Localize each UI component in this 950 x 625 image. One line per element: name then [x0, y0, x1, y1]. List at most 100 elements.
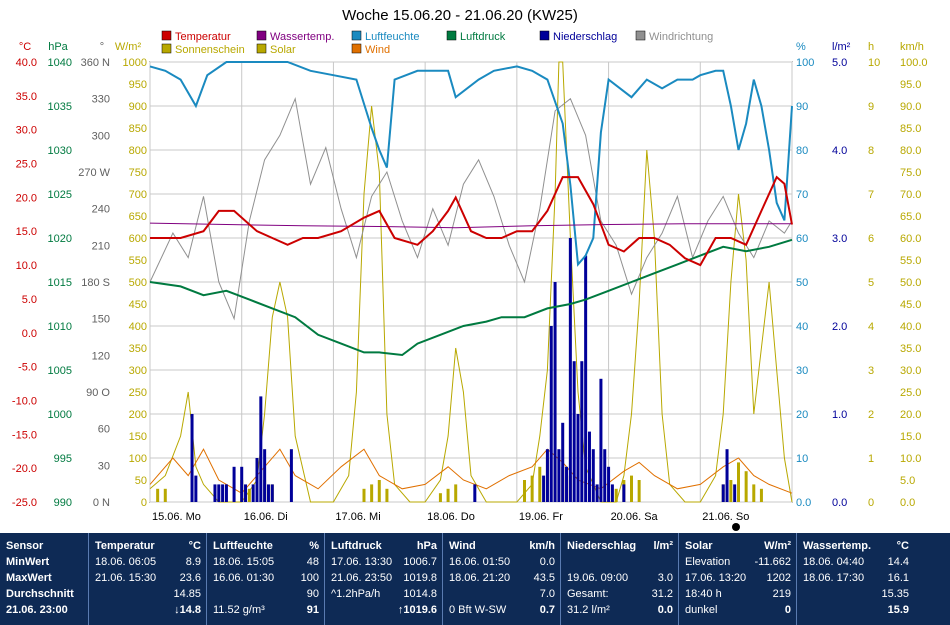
- axis-tick-direction: 300: [92, 130, 110, 142]
- axis-tick-solar: 650: [129, 211, 147, 223]
- bar-sonnenschein: [538, 466, 542, 502]
- panel-col-header: Wassertemp. °C: [797, 539, 915, 554]
- x-tick-label: 20.06. Sa: [611, 511, 659, 523]
- legend-swatch: [351, 43, 362, 54]
- axis-tick-wind: 40.0: [900, 321, 921, 333]
- axis-tick-solar: 0: [141, 497, 147, 509]
- axis-tick-sunshine: 5: [868, 277, 874, 289]
- panel-row-value: 0: [784, 604, 791, 616]
- bar-niederschlag: [266, 484, 270, 502]
- legend-label: Luftfeuchte: [365, 31, 419, 43]
- panel-row: 21.06. 23:50 1019.8: [325, 571, 443, 586]
- legend-label: Luftdruck: [460, 31, 506, 43]
- panel-row-value: 43.5: [533, 572, 555, 584]
- x-tick-label: 16.06. Di: [244, 511, 288, 523]
- panel-row-value: 1014.8: [403, 588, 437, 600]
- axis-unit-humidity: %: [796, 41, 806, 53]
- panel-row-value: 90: [306, 588, 319, 600]
- legend-swatch: [351, 30, 362, 41]
- axis-unit-pressure: hPa: [48, 41, 68, 53]
- panel-row: ↓14.8: [89, 603, 207, 618]
- x-axis: 15.06. Mo 16.06. Di 17.06. Mi 18.06. Do 19.0…: [152, 511, 749, 531]
- panel-row-time: 18.06. 21:20: [449, 572, 511, 584]
- panel-row-value: 23.6: [179, 572, 201, 584]
- bar-niederschlag: [595, 484, 599, 502]
- plot-area: [149, 61, 793, 503]
- panel-col-title: Wassertemp.: [803, 540, 872, 552]
- panel-row: 0 Bft W-SW 0.7: [443, 603, 561, 618]
- bar-niederschlag: [610, 484, 614, 502]
- panel-row-value: 219: [772, 588, 791, 600]
- bar-niederschlag: [194, 475, 198, 502]
- panel-row: Gesamt: 31.2: [561, 587, 679, 602]
- axis-tick-solar: 750: [129, 167, 147, 179]
- panel-row: 18.06. 17:30 16.1: [797, 571, 915, 586]
- panel-col-title: Luftfeuchte: [213, 540, 273, 552]
- bar-niederschlag: [584, 255, 588, 502]
- panel-row-time: 18.06. 17:30: [803, 572, 865, 584]
- legend-label: Wassertemp.: [270, 31, 334, 43]
- panel-col-3: Luftdruck hPa 17.06. 13:30 1006.7 21.06. 23:…: [324, 533, 443, 625]
- bar-niederschlag: [587, 431, 591, 502]
- axis-unit-wind: km/h: [900, 41, 924, 53]
- panel-row: 16.06. 01:50 0.0: [443, 555, 561, 570]
- series-line-luftdruck: [149, 238, 793, 357]
- axis-tick-sunshine: 0: [868, 497, 874, 509]
- panel-row-time: 21.06. 23:50: [331, 572, 393, 584]
- x-tick-label: 21.06. So: [702, 511, 749, 523]
- series-line-temperatur: [150, 175, 793, 267]
- axis-tick-solar: 550: [129, 255, 147, 267]
- panel-row-value: -11.662: [754, 556, 792, 568]
- panel-row-time: 18.06. 04:40: [803, 556, 865, 568]
- bar-niederschlag: [270, 484, 274, 502]
- axis-tick-humidity: 80: [796, 145, 808, 157]
- axis-tick-wind: 60.0: [900, 233, 921, 245]
- legend-label: Sonnenschein: [175, 44, 245, 56]
- bar-niederschlag: [244, 484, 248, 502]
- axis-tick-wind: 30.0: [900, 365, 921, 377]
- axis-tick-sunshine: 3: [868, 365, 874, 377]
- bar-niederschlag: [557, 449, 561, 502]
- panel-col-title: Luftdruck: [331, 540, 382, 552]
- axis-tick-direction: 210: [92, 240, 110, 252]
- axis-tick-solar: 100: [129, 453, 147, 465]
- panel-col-2: Luftfeuchte% 18.06. 15:05 48 16.06. 01:30 10…: [206, 533, 325, 625]
- axis-tick-wind: 20.0: [900, 409, 921, 421]
- panel-row: 18.06. 15:05 48: [207, 555, 325, 570]
- bar-niederschlag: [251, 484, 255, 502]
- axis-tick-pressure: 1005: [48, 365, 72, 377]
- legend-swatch: [161, 30, 172, 41]
- axis-tick-rain: 0.0: [832, 497, 847, 509]
- panel-row-value: 15.35: [881, 588, 909, 600]
- panel-row: ^1.2hPa/h 1014.8: [325, 587, 443, 602]
- bar-niederschlag: [263, 449, 267, 502]
- panel-col-title: Sensor: [6, 540, 44, 552]
- axis-tick-wind: 15.0: [900, 431, 921, 443]
- panel-row-time: ^1.2hPa/h: [331, 588, 381, 600]
- panel-col-unit: °C: [188, 540, 201, 552]
- axis-tick-rain: 2.0: [832, 321, 847, 333]
- axis-tick-solar: 400: [129, 321, 147, 333]
- axis-tick-temp: 15.0: [16, 226, 37, 238]
- bar-niederschlag: [549, 326, 553, 502]
- panel-col-7: Wassertemp. °C 18.06. 04:40 14.4 18.06. 17:3…: [796, 533, 915, 625]
- axis-tick-solar: 800: [129, 145, 147, 157]
- panel-row: 21.06. 15:30 23.6: [89, 571, 207, 586]
- axis-tick-wind: 45.0: [900, 299, 921, 311]
- panel-col-header: Luftdruck hPa: [325, 539, 443, 554]
- bar-sonnenschein: [530, 475, 534, 502]
- axis-tick-sunshine: 7: [868, 189, 874, 201]
- panel-row-time: 16.06. 01:50: [449, 556, 511, 568]
- bar-niederschlag: [259, 396, 263, 502]
- axis-tick-solar: 300: [129, 365, 147, 377]
- panel-col-unit: °C: [896, 540, 909, 552]
- panel-row: 16.06. 01:30 100: [207, 571, 325, 586]
- bar-sonnenschein: [454, 484, 458, 502]
- panel-row: 11.52 g/m³ 91: [207, 603, 325, 618]
- panel-row: 17.06. 13:20 1202: [679, 571, 797, 586]
- axis-tick-solar: 200: [129, 409, 147, 421]
- panel-row: 31.2 l/m² 0.0: [561, 603, 679, 618]
- legend-swatch: [446, 30, 457, 41]
- bar-niederschlag: [255, 458, 259, 502]
- bar-niederschlag: [542, 475, 546, 502]
